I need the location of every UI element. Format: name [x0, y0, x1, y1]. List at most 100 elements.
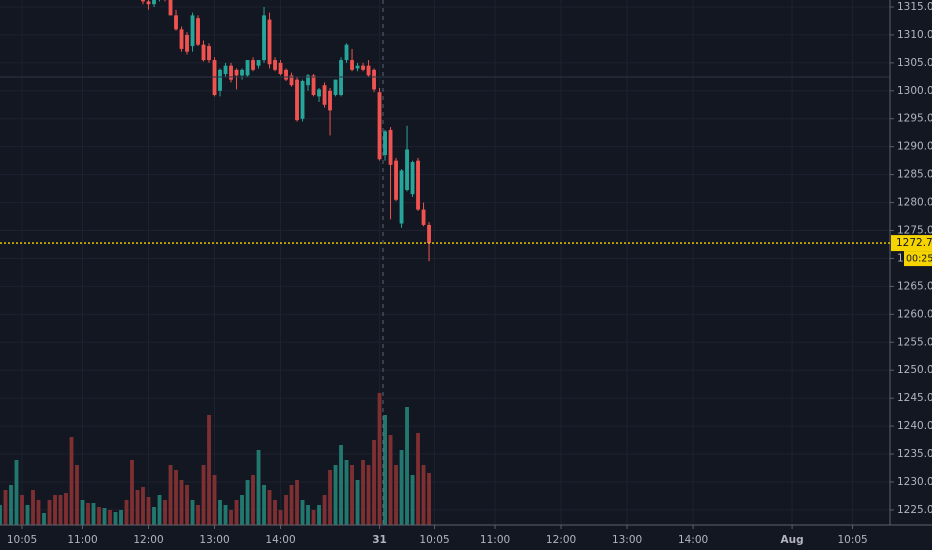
volume-bar — [251, 475, 255, 525]
volume-bar — [218, 500, 222, 525]
volume-bar — [146, 497, 151, 525]
candle-body — [377, 92, 382, 160]
volume-bar — [339, 445, 343, 525]
volume-bar — [97, 507, 101, 525]
volume-bar — [174, 470, 178, 525]
volume-bar — [91, 503, 96, 525]
volume-bar — [355, 480, 360, 525]
volume-bar — [295, 480, 299, 525]
volume-bar — [141, 487, 145, 525]
candle-body — [328, 90, 332, 111]
volume-bar — [201, 465, 206, 525]
price-pane — [141, 0, 431, 262]
candle-body — [322, 85, 327, 105]
volume-bar — [361, 460, 365, 525]
candle-body — [190, 15, 195, 47]
volume-bar — [168, 465, 173, 525]
volume-bar — [185, 485, 189, 525]
candle-body — [234, 69, 239, 76]
volume-bar — [58, 495, 63, 525]
candle-body — [421, 209, 426, 225]
candle-body — [196, 18, 200, 45]
volume-bar — [86, 503, 90, 525]
candle-body — [240, 69, 244, 76]
volume-bar — [190, 500, 195, 525]
candle-body — [212, 60, 217, 95]
candle-body — [245, 60, 250, 76]
volume-bar — [196, 505, 200, 525]
volume-bar — [306, 505, 310, 525]
volume-bar — [212, 475, 217, 525]
x-tick-label: 13:00 — [612, 534, 642, 546]
candle-body — [317, 89, 321, 97]
y-tick-label: 1305.00 — [897, 57, 932, 69]
candle-body — [405, 149, 409, 190]
volume-bar — [130, 460, 134, 525]
volume-pane — [0, 393, 431, 525]
candle-body — [185, 34, 189, 52]
volume-bar — [421, 465, 426, 525]
volume-bar — [344, 460, 349, 525]
candle-body — [278, 62, 283, 75]
y-tick-label: 1225.00 — [897, 504, 932, 516]
x-tick-label: 10:05 — [837, 534, 867, 546]
volume-bar — [31, 490, 35, 525]
candle-body — [284, 69, 288, 80]
candle-body — [306, 75, 310, 86]
candle-body — [333, 79, 338, 95]
volume-bar — [399, 450, 404, 525]
volume-bar — [207, 415, 211, 525]
volume-bar — [262, 485, 266, 525]
volume-bar — [47, 500, 52, 525]
volume-bar — [135, 490, 140, 525]
candle-body — [289, 75, 294, 86]
volume-bar — [229, 510, 233, 525]
candle-body — [383, 131, 387, 156]
volume-bar — [405, 407, 409, 525]
y-tick-label: 1315.00 — [897, 1, 932, 13]
volume-bar — [416, 433, 420, 525]
volume-bar — [322, 495, 327, 525]
candle-body — [361, 65, 365, 70]
volume-bar — [240, 495, 244, 525]
candle-body — [399, 170, 404, 224]
volume-bar — [366, 465, 371, 525]
x-tick-label: 14:00 — [265, 534, 295, 546]
last-price-label: 1272.75 — [896, 237, 932, 249]
candle-body — [350, 60, 354, 70]
volume-bar — [328, 470, 332, 525]
volume-bar — [69, 437, 74, 525]
x-tick-label: 11:00 — [67, 534, 97, 546]
candle-body — [355, 65, 360, 69]
x-tick-label: 13:00 — [199, 534, 229, 546]
candle-body — [229, 65, 233, 80]
x-tick-label: 12:00 — [546, 534, 576, 546]
volume-bar — [179, 480, 184, 525]
volume-bar — [163, 500, 167, 525]
volume-bar — [377, 393, 382, 525]
candle-body — [179, 29, 184, 49]
y-tick-label: 1290.00 — [897, 141, 932, 153]
x-tick-label: 10:05 — [419, 534, 449, 546]
candle-body — [311, 75, 316, 95]
x-tick-label: Aug — [781, 534, 804, 546]
volume-bar — [25, 505, 30, 525]
volume-bar — [394, 465, 398, 525]
candle-body — [273, 60, 277, 70]
candle-body — [394, 160, 398, 200]
volume-bar — [14, 460, 19, 525]
x-tick-label: 14:00 — [678, 534, 708, 546]
volume-bar — [273, 500, 277, 525]
x-tick-label: 12:00 — [133, 534, 163, 546]
y-tick-label: 1300.00 — [897, 85, 932, 97]
candle-body — [207, 46, 211, 61]
volume-bar — [80, 500, 85, 525]
candle-body — [256, 60, 261, 66]
volume-bar — [284, 495, 288, 525]
volume-bar — [289, 485, 294, 525]
x-tick-label: 10:05 — [7, 534, 37, 546]
